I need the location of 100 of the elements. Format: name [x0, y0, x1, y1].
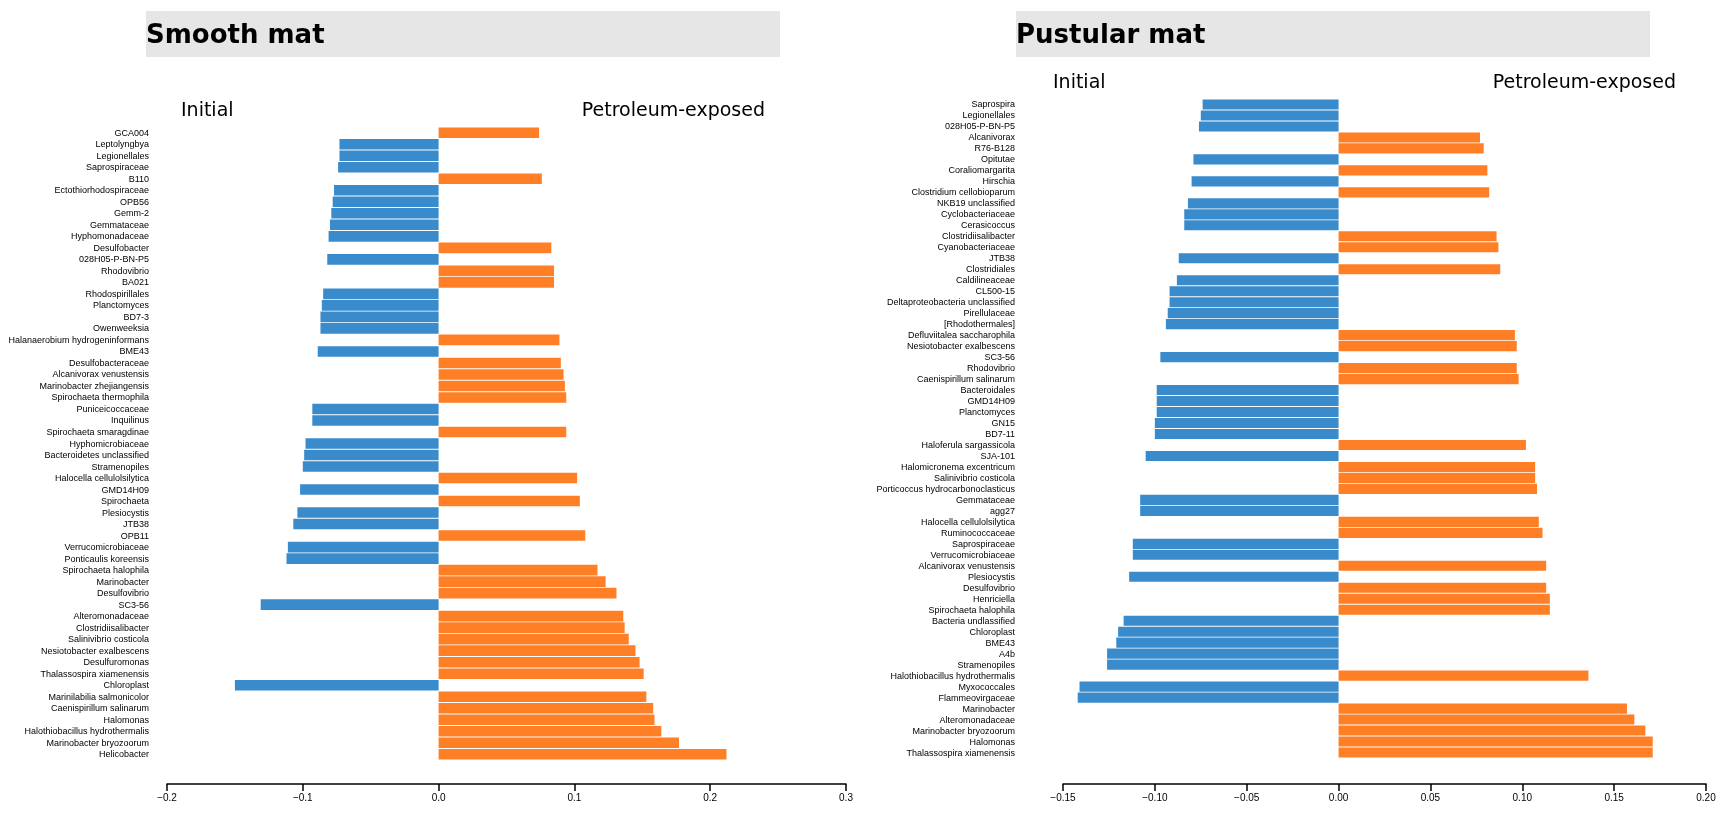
y-tick-label: SC3-56: [118, 599, 149, 610]
x-tick-label: 0.20: [1696, 791, 1717, 803]
bar: [1160, 352, 1339, 363]
y-tick-label: GMD14H09: [967, 396, 1015, 407]
y-tick-label: Clostridiisalibacter: [941, 231, 1015, 242]
y-tick-label: Alcanivorax venustensis: [918, 560, 1016, 571]
bar: [1338, 670, 1589, 681]
y-tick-label: A4b: [998, 648, 1015, 659]
y-tick-label: Saprospiraceae: [85, 162, 149, 173]
x-tick-label: 0.0: [431, 791, 446, 803]
y-tick-label: Spirochaeta thermophila: [51, 392, 149, 403]
bar: [260, 599, 439, 610]
y-tick-label: Thalassospira xiamenensis: [906, 747, 1016, 758]
y-tick-label: agg27: [989, 505, 1015, 516]
y-tick-label: Myxococcales: [958, 681, 1016, 692]
y-tick-label: Porticoccus hydrocarbonoclasticus: [876, 483, 1016, 494]
y-tick-label: Rhodospirillales: [85, 288, 150, 299]
y-tick-label: NKB19 unclassified: [936, 198, 1015, 209]
x-tick-label: −0.15: [1050, 791, 1077, 803]
y-tick-label: Verrucomicrobiaceae: [930, 549, 1015, 560]
y-tick-label: Clostridiisalibacter: [75, 622, 149, 633]
bar: [438, 173, 542, 185]
y-tick-label: Nesiotobacter exalbescens: [906, 341, 1016, 352]
y-tick-label: Caenispirillum salinarum: [50, 703, 149, 714]
y-tick-label: Desulfovibrio: [96, 588, 149, 599]
y-tick-label: Opitutae: [980, 154, 1015, 165]
y-tick-label: Leptolyngbya: [95, 139, 149, 150]
y-tick-label: Desulfovibrio: [962, 582, 1015, 593]
y-tick-label: Ruminococcaceae: [940, 527, 1015, 538]
y-tick-label: BD7-11: [985, 428, 1015, 439]
bar: [438, 495, 580, 507]
text: Initial: [181, 97, 234, 120]
bar: [300, 484, 439, 495]
y-tick-label: Desulfobacteraceae: [68, 357, 149, 368]
x-tick-label: −0.1: [292, 791, 314, 803]
y-tick-label: Spirochaeta halophila: [62, 565, 149, 576]
y-tick-label: Hyphomonadaceae: [70, 231, 149, 242]
y-tick-label: Halothiobacillus hydrothermalis: [890, 670, 1016, 681]
bar: [438, 426, 567, 438]
bar: [1129, 571, 1339, 582]
y-tick-label: SC3-56: [984, 352, 1015, 363]
y-tick-label: Defluviitalea saccharophila: [907, 330, 1015, 341]
y-tick-label: Halomicronema excentricum: [900, 461, 1015, 472]
y-tick-label: Gemm-2: [113, 208, 149, 219]
y-tick-label: Desulfobacter: [93, 242, 149, 253]
y-tick-label: B110: [128, 173, 149, 184]
x-tick-label: −0.2: [157, 791, 178, 803]
y-tick-label: Cyanobacteriaceae: [937, 242, 1015, 253]
x-tick-label: 0.3: [839, 791, 854, 803]
y-tick-label: Caenispirillum salinarum: [916, 374, 1015, 385]
bar: [1338, 165, 1488, 176]
bar: [1338, 264, 1501, 275]
y-tick-label: Alcanivorax: [968, 132, 1016, 143]
y-tick-label: Gemmataceae: [955, 494, 1015, 505]
y-tick-label: CL500-15: [975, 286, 1015, 297]
y-tick-label: Rhodovibrio: [966, 363, 1015, 374]
y-tick-label: Nesiotobacter exalbescens: [40, 645, 150, 656]
bar: [438, 334, 560, 346]
bar: [327, 254, 439, 265]
x-tick-label: 0.05: [1420, 791, 1441, 803]
x-tick-label: −0.10: [1142, 791, 1168, 803]
y-tick-label: Helicobacter: [98, 749, 149, 760]
y-tick-label: Marinobacter bryozoorum: [912, 725, 1015, 736]
x-tick-label: 0.1: [567, 791, 582, 803]
y-tick-label: Thalassospira xiamenensis: [40, 668, 150, 679]
bar: [1338, 439, 1526, 451]
y-tick-label: OPB11: [120, 530, 149, 541]
bar: [438, 242, 552, 254]
y-tick-label: JTB38: [988, 253, 1015, 264]
y-tick-label: Chloroplast: [969, 626, 1016, 637]
y-tick-label: Henriciella: [972, 593, 1015, 604]
y-tick-label: Salinivibrio costicola: [933, 472, 1015, 483]
y-tick-label: GCA004: [114, 127, 149, 138]
bar: [1145, 450, 1339, 462]
y-tick-label: 028H05-P-BN-P5: [944, 121, 1015, 132]
y-tick-label: Owenweeksia: [92, 323, 149, 334]
x-tick-label: 0.2: [703, 791, 718, 803]
y-tick-label: Halothiobacillus hydrothermalis: [24, 726, 150, 737]
y-tick-label: Halomonas: [103, 714, 150, 725]
y-tick-label: Salinivibrio costicola: [67, 634, 149, 645]
text: Petroleum-exposed: [1492, 69, 1676, 92]
bar: [438, 472, 578, 484]
bar: [438, 127, 540, 139]
y-tick-label: GMD14H09: [101, 484, 149, 495]
y-tick-label: Inquilinus: [110, 415, 150, 426]
y-tick-label: Verrucomicrobiaceae: [64, 542, 149, 553]
bar: [1178, 253, 1339, 264]
y-tick-label: Flammeovirgaceae: [938, 692, 1015, 703]
y-tick-label: Hirschia: [982, 176, 1015, 187]
y-tick-label: Alteromonadaceae: [73, 611, 149, 622]
y-tick-label: Hyphomicrobiaceae: [69, 438, 149, 449]
y-tick-label: Cyclobacteriaceae: [940, 209, 1015, 220]
y-tick-label: Saprospira: [971, 99, 1015, 110]
y-tick-label: BME43: [119, 346, 149, 357]
y-tick-label: JTB38: [122, 519, 149, 530]
x-tick-label: 0.15: [1604, 791, 1625, 803]
y-tick-label: OPB56: [119, 196, 149, 207]
bar: [1193, 154, 1339, 165]
y-tick-label: BA021: [121, 277, 149, 288]
y-tick-label: GN15: [991, 418, 1015, 429]
